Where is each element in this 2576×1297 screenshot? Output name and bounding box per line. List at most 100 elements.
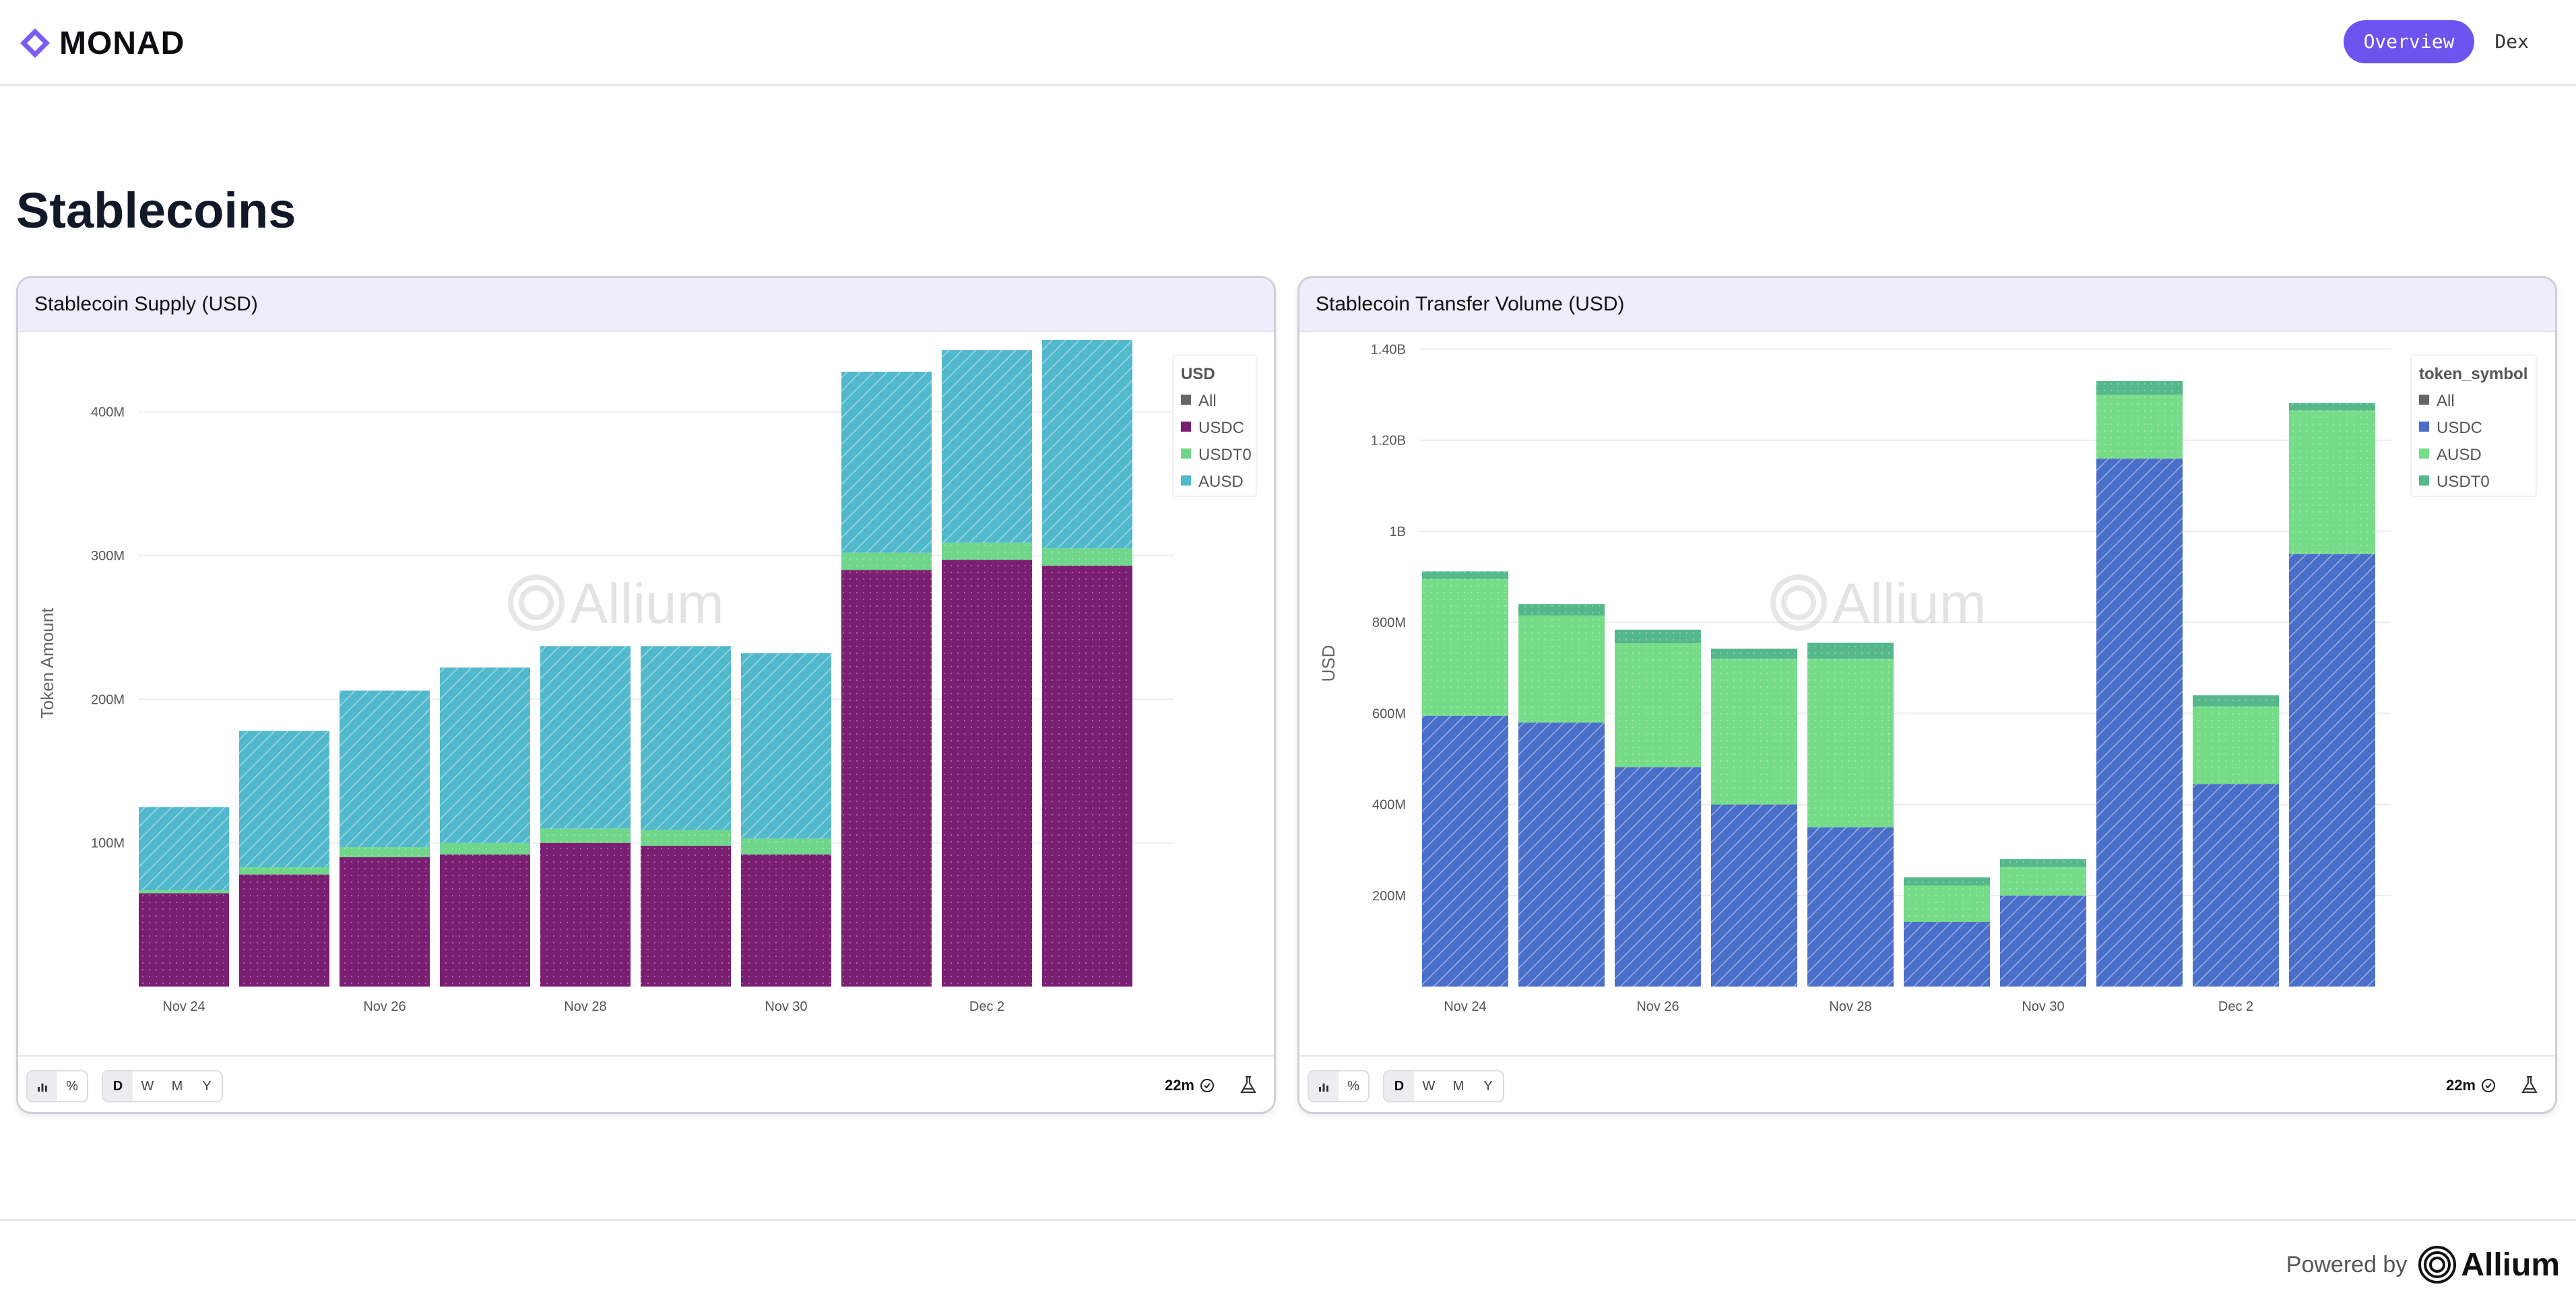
bar-ausd-nov-28[interactable] [1807, 659, 1894, 828]
refresh-indicator[interactable]: 22m [2446, 1077, 2496, 1094]
bar-usdc-nov-25[interactable] [239, 874, 329, 987]
bar-usdc-nov-28[interactable] [540, 842, 631, 987]
bar-usdc-nov-30[interactable] [741, 854, 831, 987]
bar-usdc-nov-26[interactable] [1615, 767, 1701, 987]
granularity-year-button[interactable]: Y [1483, 1079, 1493, 1094]
bar-ausd-dec-3[interactable] [1042, 340, 1132, 549]
bar-usdc-nov-24[interactable] [1422, 715, 1508, 987]
legend-item-all[interactable]: All [2437, 392, 2455, 410]
bar-usdt0-dec-3[interactable] [2289, 403, 2375, 411]
bar-ausd-dec-2[interactable] [2193, 706, 2279, 785]
nav-overview[interactable]: Overview [2343, 20, 2475, 63]
granularity-day-button[interactable]: D [1384, 1071, 1414, 1101]
bar-usdc-nov-27[interactable] [440, 854, 530, 987]
bar-chart-button[interactable] [28, 1071, 57, 1101]
bar-ausd-nov-25[interactable] [239, 731, 329, 867]
bar-ausd-nov-29[interactable] [641, 646, 731, 830]
bar-ausd-nov-30[interactable] [2000, 867, 2086, 896]
flask-icon[interactable] [1237, 1074, 1259, 1096]
bar-usdt0-dec-2[interactable] [942, 542, 1032, 560]
granularity-day-button[interactable]: D [103, 1071, 133, 1101]
bar-ausd-nov-26[interactable] [1615, 643, 1701, 768]
percent-button[interactable]: % [66, 1079, 78, 1094]
y-tick-label: 100M [91, 836, 125, 851]
x-tick-label: Nov 30 [765, 999, 807, 1014]
bar-usdc-nov-29[interactable] [1904, 922, 1990, 987]
bar-ausd-nov-28[interactable] [540, 646, 631, 829]
granularity-month-button[interactable]: M [1452, 1079, 1464, 1094]
bar-usdc-nov-28[interactable] [1807, 827, 1894, 987]
bar-usdt0-dec-1[interactable] [2096, 380, 2183, 395]
bar-usdc-nov-27[interactable] [1711, 804, 1797, 987]
card-footer: % D W M Y 22m [18, 1055, 1274, 1112]
bar-usdc-dec-2[interactable] [2193, 784, 2279, 987]
bar-ausd-nov-24[interactable] [139, 807, 229, 891]
bar-ausd-nov-27[interactable] [1711, 659, 1797, 805]
bar-usdt0-nov-29[interactable] [641, 830, 731, 846]
legend-title: USD [1181, 365, 1215, 383]
legend-item-ausd[interactable]: AUSD [2437, 446, 2482, 464]
legend-item-usdc[interactable]: USDC [1198, 419, 1244, 437]
bar-ausd-dec-1[interactable] [2096, 395, 2183, 459]
bar-usdt0-nov-27[interactable] [440, 842, 530, 855]
legend-item-usdt0[interactable]: USDT0 [2437, 473, 2490, 491]
bar-usdt0-nov-30[interactable] [2000, 859, 2086, 867]
granularity-month-button[interactable]: M [171, 1079, 183, 1094]
brand-logo[interactable]: MONAD [16, 24, 185, 62]
bar-usdc-nov-30[interactable] [2000, 895, 2086, 987]
flask-icon[interactable] [2519, 1074, 2540, 1096]
bar-usdt0-nov-25[interactable] [239, 867, 329, 875]
y-tick-label: 400M [1372, 798, 1406, 813]
legend-item-usdc[interactable]: USDC [2437, 419, 2482, 437]
bar-ausd-nov-24[interactable] [1422, 578, 1508, 716]
bar-ausd-nov-30[interactable] [741, 653, 831, 839]
bar-usdt0-nov-27[interactable] [1711, 648, 1797, 659]
percent-button[interactable]: % [1347, 1079, 1359, 1094]
bar-usdt0-nov-29[interactable] [1904, 877, 1990, 886]
bar-usdt0-nov-24[interactable] [139, 890, 229, 894]
bar-ausd-dec-2[interactable] [942, 350, 1032, 543]
bar-usdc-dec-3[interactable] [1042, 565, 1132, 987]
bar-usdc-nov-24[interactable] [139, 893, 229, 987]
stablecoin-transfer-volume-card: Stablecoin Transfer Volume (USD) 200M 400… [1297, 276, 2557, 1114]
legend-item-ausd[interactable]: AUSD [1198, 473, 1244, 491]
bar-usdc-nov-29[interactable] [641, 845, 731, 987]
bar-chart-button[interactable] [1309, 1071, 1339, 1101]
legend-item-usdt0[interactable]: USDT0 [1198, 446, 1252, 464]
bar-usdc-dec-1[interactable] [2096, 458, 2183, 987]
bar-usdt0-dec-3[interactable] [1042, 548, 1132, 566]
bar-ausd-nov-27[interactable] [440, 667, 530, 843]
bar-usdt0-nov-24[interactable] [1422, 571, 1508, 579]
watermark-logo-icon [1770, 574, 1827, 631]
bar-usdt0-dec-2[interactable] [2193, 695, 2279, 707]
nav-dex[interactable]: Dex [2494, 30, 2529, 53]
bar-ausd-dec-1[interactable] [841, 371, 932, 553]
bar-ausd-nov-25[interactable] [1518, 616, 1605, 723]
powered-by[interactable]: Powered by Allium [2286, 1245, 2560, 1284]
refresh-indicator[interactable]: 22m [1165, 1077, 1215, 1094]
bar-usdc-nov-26[interactable] [340, 857, 430, 987]
bar-usdt0-nov-26[interactable] [340, 847, 430, 857]
bar-ausd-nov-29[interactable] [1904, 885, 1990, 922]
watermark-text: Allium [570, 572, 724, 635]
bar-usdt0-nov-30[interactable] [741, 838, 831, 855]
bar-usdt0-nov-26[interactable] [1615, 629, 1701, 644]
y-tick-label: 600M [1372, 706, 1406, 721]
bar-usdc-dec-3[interactable] [2289, 554, 2375, 987]
bar-usdc-nov-25[interactable] [1518, 722, 1605, 987]
bar-ausd-nov-26[interactable] [340, 690, 430, 848]
granularity-week-button[interactable]: W [141, 1079, 154, 1094]
bar-usdc-dec-2[interactable] [942, 560, 1032, 987]
clock-check-icon [2482, 1079, 2495, 1092]
chart-container: 100M 200M 300M 400M Token Amount Allium Nov 24… [18, 333, 1274, 1044]
bar-usdt0-nov-25[interactable] [1518, 604, 1605, 616]
bar-ausd-dec-3[interactable] [2289, 410, 2375, 554]
bar-usdt0-nov-28[interactable] [1807, 642, 1894, 659]
granularity-week-button[interactable]: W [1422, 1079, 1436, 1094]
bar-usdc-dec-1[interactable] [841, 570, 932, 987]
legend-item-all[interactable]: All [1198, 392, 1217, 410]
granularity-year-button[interactable]: Y [202, 1079, 212, 1094]
bar-usdt0-nov-28[interactable] [540, 828, 631, 843]
bar-usdt0-dec-1[interactable] [841, 552, 932, 570]
watermark-logo-ring [1781, 585, 1816, 620]
